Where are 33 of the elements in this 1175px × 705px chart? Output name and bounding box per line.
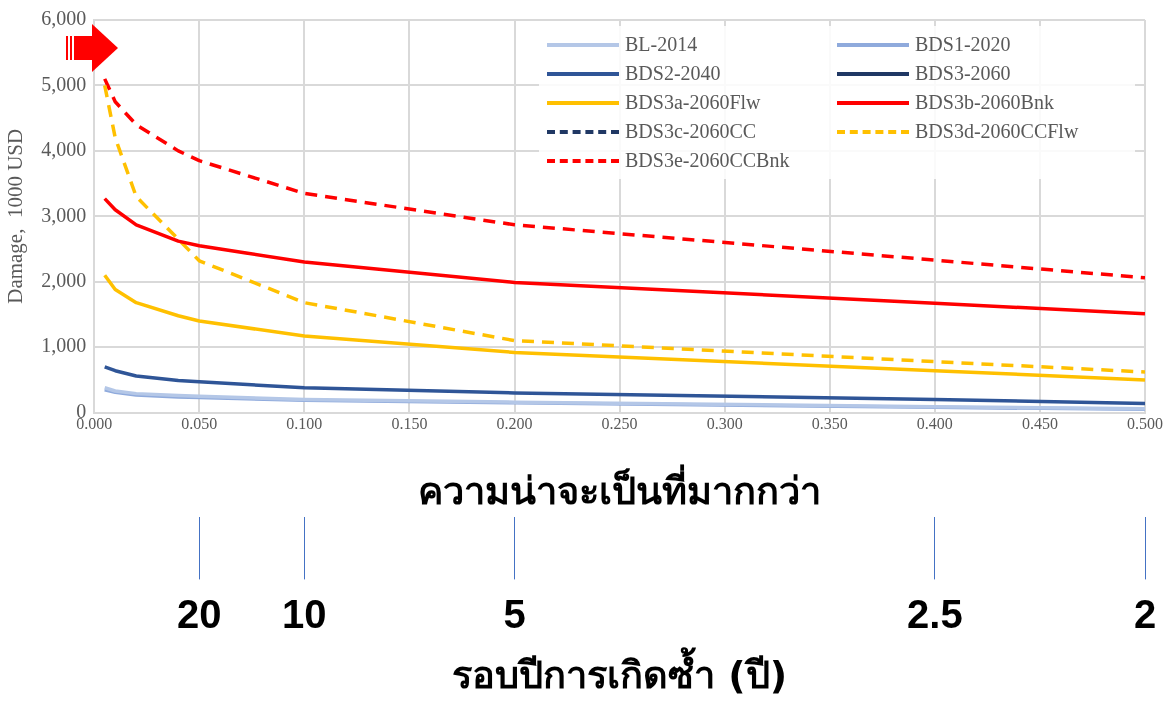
y-tick-label: 2,000 [41, 268, 87, 291]
legend-label: BDS3b-2060Bnk [915, 91, 1054, 114]
legend-label: BDS2-2040 [625, 62, 721, 85]
legend-label: BDS3-2060 [915, 62, 1011, 85]
legend-label: BDS1-2020 [915, 33, 1011, 56]
legend-label: BDS3a-2060Flw [625, 91, 761, 114]
x-tick-label: 0.450 [1021, 415, 1058, 433]
annotation: 10 [282, 592, 327, 637]
x-tick-label: 0.250 [601, 415, 638, 433]
legend-label: BL-2014 [625, 33, 698, 56]
y-tick-label: 6,000 [41, 7, 87, 30]
x-tick-label: 0.050 [181, 415, 218, 433]
x-tick-label: 0.500 [1127, 415, 1163, 433]
legend-label: BDS3c-2060CC [625, 120, 757, 143]
y-axis-title: Damage, 1000 USD [3, 128, 28, 304]
annotation: 2.5 [907, 592, 963, 637]
y-tick-label: 4,000 [41, 138, 87, 161]
annotation: 5 [503, 592, 526, 637]
x-axis-title: ความน่าจะเป็นที่มากกว่า [418, 464, 822, 514]
x-tick-label: 0.400 [916, 415, 953, 433]
legend-label: BDS3e-2060CCBnk [625, 149, 790, 172]
annotation: 2 [1133, 592, 1157, 637]
x-tick-label: 0.200 [496, 415, 533, 433]
x-tick-label: 0.350 [811, 415, 848, 433]
legend-label: BDS3d-2060CCFlw [915, 120, 1079, 143]
y-tick-label: 5,000 [41, 72, 87, 95]
annotation: 20 [177, 592, 222, 637]
x-tick-label: 0.100 [286, 415, 323, 433]
y-tick-label: 3,000 [41, 203, 87, 226]
x2-axis-title: รอบปีการเกิดซ้ำ (ปี) [452, 647, 788, 698]
x-tick-label: 0.300 [706, 415, 743, 433]
y-tick-label: 1,000 [41, 334, 87, 357]
x-tick-label: 0.150 [391, 415, 428, 433]
